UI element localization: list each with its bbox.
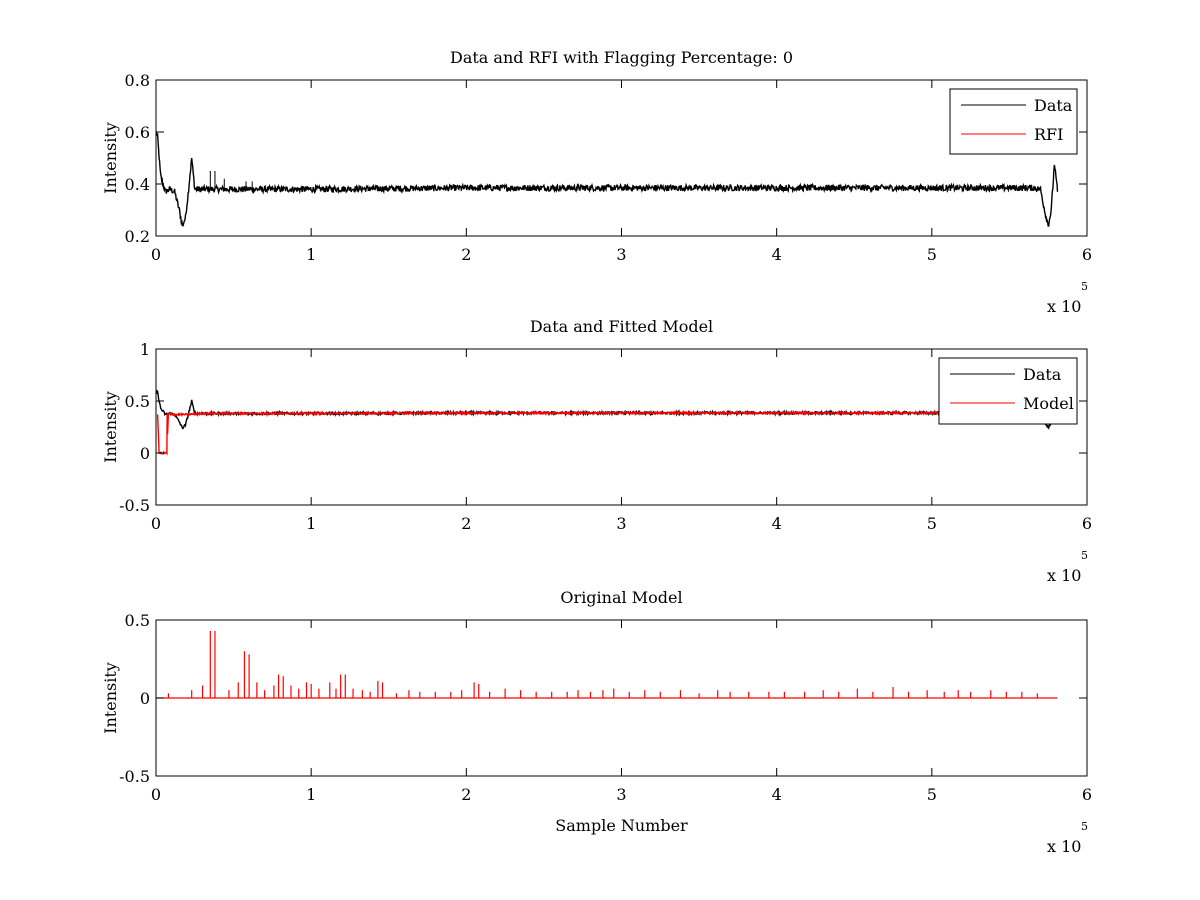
x-tick-label: 1 [306,514,316,533]
plot-lines [156,130,1059,227]
y-tick-label: 0.6 [125,123,150,142]
x-multiplier-exponent: 5 [1081,549,1088,562]
legend: Data Model [938,357,1078,425]
legend-label-data: Data [1023,365,1062,384]
x-tick-label: 1 [306,785,316,804]
x-tick-label: 4 [772,785,782,804]
y-tick-label: -0.5 [119,767,150,786]
y-tick-label: -0.5 [119,496,150,515]
x-multiplier-base: x 10 [1047,297,1081,316]
x-multiplier-exponent: 5 [1081,280,1088,293]
plot-lines [156,630,1058,699]
x-tick-label: 2 [461,514,471,533]
y-axis-label: Intensity [101,122,120,194]
x-multiplier-base: x 10 [1047,837,1081,856]
x-multiplier-base: x 10 [1047,566,1081,585]
plot-lines [156,389,1059,456]
plot-area [156,80,1087,236]
x-tick-label: 6 [1082,245,1092,264]
plot-area [156,349,1087,505]
chart-title: Data and RFI with Flagging Percentage: 0 [450,48,793,67]
x-tick-label: 3 [616,245,626,264]
x-tick-label: 6 [1082,785,1092,804]
x-tick-label: 2 [461,245,471,264]
x-tick-label: 2 [461,785,471,804]
chart-title: Data and Fitted Model [530,317,713,336]
subplot-1: 0 1 2 3 4 5 6 0.2 0.4 0.6 0.8 Data and RFI with Fla… [101,48,1092,316]
x-tick-label: 4 [772,245,782,264]
x-tick-label: 5 [927,245,937,264]
x-tick-label: 5 [927,785,937,804]
y-tick-label: 0.8 [125,71,150,90]
x-tick-label: 0 [151,514,161,533]
x-tick-label: 3 [616,514,626,533]
x-tick-label: 1 [306,245,316,264]
legend-box [949,88,1078,155]
y-tick-label: 0.5 [125,611,150,630]
y-tick-label: 0.2 [125,227,150,246]
legend-label-data: Data [1034,96,1073,115]
y-tick-label: 0 [140,444,150,463]
x-tick-label: 0 [151,785,161,804]
y-tick-label: 0.5 [125,392,150,411]
legend-label-model: Model [1023,394,1074,413]
y-tick-label: 0 [140,689,150,708]
series-line-model [156,409,1059,456]
x-multiplier-exponent: 5 [1081,820,1088,833]
chart-title: Original Model [560,588,682,607]
y-axis-label: Intensity [101,391,120,463]
legend-label-rfi: RFI [1034,125,1063,144]
x-axis-label: Sample Number [555,816,688,835]
y-tick-label: 0.4 [125,175,150,194]
x-tick-label: 0 [151,245,161,264]
x-tick-label: 5 [927,514,937,533]
y-tick-label: 1 [140,340,150,359]
y-axis-label: Intensity [101,662,120,734]
x-tick-label: 6 [1082,514,1092,533]
x-tick-label: 4 [772,514,782,533]
series-line-data [156,130,1059,227]
legend: Data RFI [949,88,1078,155]
legend-box [938,357,1078,425]
x-tick-label: 3 [616,785,626,804]
